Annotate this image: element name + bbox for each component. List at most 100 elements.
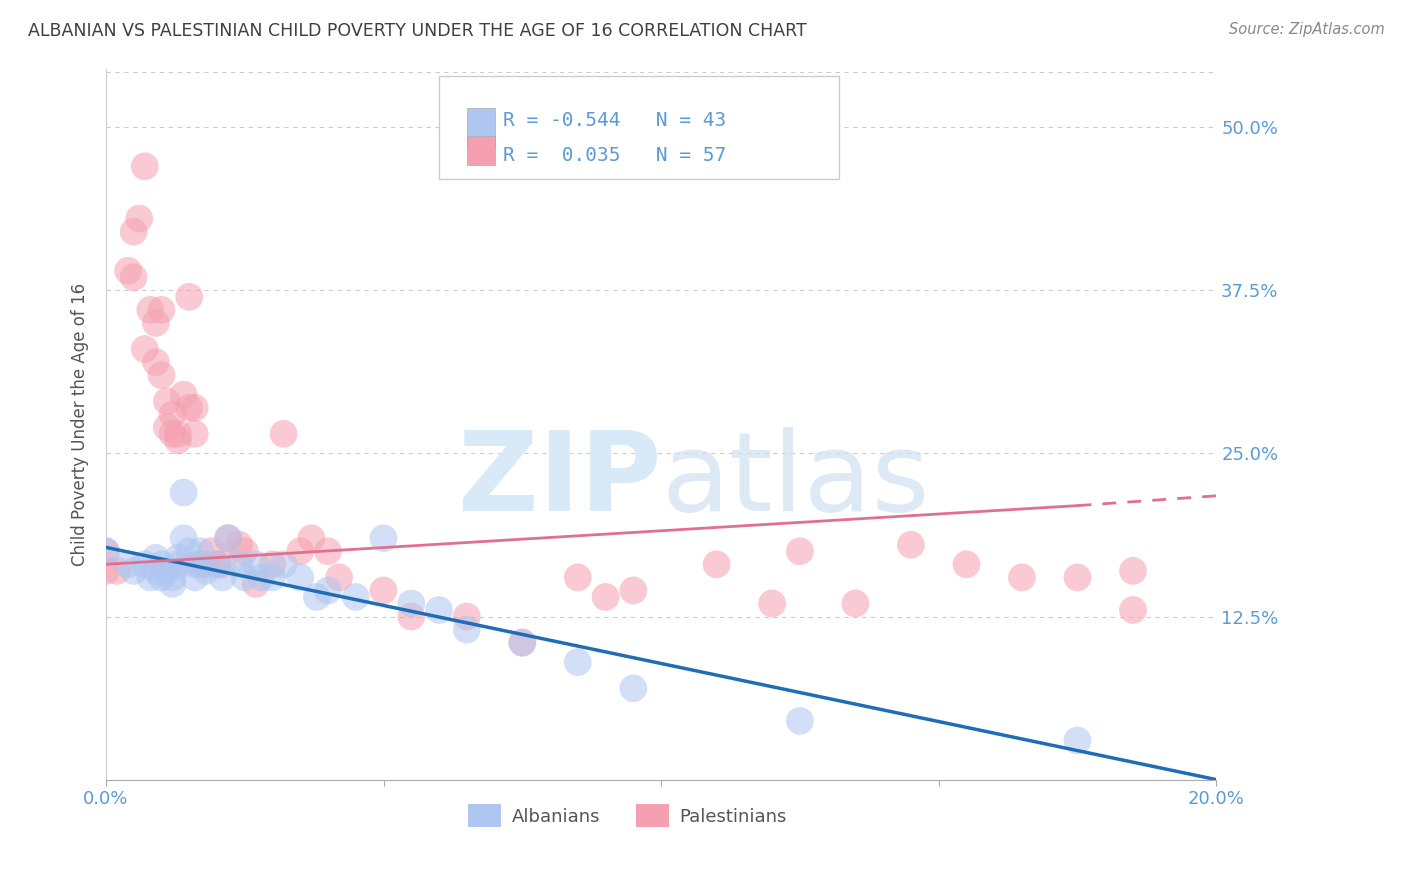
Point (117, 264, 139, 278)
Point (150, 368, 173, 383)
Point (94, 564, 117, 578)
Point (200, 544, 222, 558)
Point (344, 590, 367, 604)
Point (167, 434, 190, 448)
Point (94, 544, 117, 558)
Point (233, 570, 256, 584)
Point (184, 426, 207, 441)
Point (510, 635, 533, 649)
Point (134, 558, 156, 572)
FancyBboxPatch shape (467, 108, 495, 147)
Point (94, 544, 117, 558)
Point (273, 558, 295, 572)
Point (299, 531, 322, 545)
Point (761, 597, 783, 611)
Point (145, 316, 167, 330)
Point (217, 531, 239, 545)
Point (117, 558, 139, 572)
Point (217, 531, 239, 545)
Point (179, 544, 201, 558)
Point (139, 570, 162, 584)
Point (105, 564, 128, 578)
Point (134, 160, 156, 174)
Point (290, 544, 312, 558)
Point (228, 558, 250, 572)
Point (844, 597, 866, 611)
Point (262, 558, 284, 572)
Text: ZIP: ZIP (458, 427, 661, 534)
Point (567, 570, 589, 584)
Point (1122, 564, 1144, 578)
Point (262, 570, 284, 584)
Point (167, 426, 190, 441)
Point (233, 544, 256, 558)
Point (273, 426, 295, 441)
Point (122, 225, 145, 239)
Point (162, 577, 184, 591)
Point (621, 681, 644, 696)
Point (194, 558, 217, 572)
Point (250, 570, 273, 584)
Point (245, 558, 267, 572)
Point (162, 570, 184, 584)
Point (1066, 570, 1088, 584)
Point (162, 407, 184, 421)
Point (305, 590, 328, 604)
Point (205, 558, 228, 572)
Point (290, 570, 312, 584)
Point (401, 597, 423, 611)
Point (955, 558, 977, 572)
Text: R =  0.035   N = 57: R = 0.035 N = 57 (503, 145, 727, 165)
Text: Source: ZipAtlas.com: Source: ZipAtlas.com (1229, 22, 1385, 37)
Point (134, 342, 156, 356)
Point (211, 570, 233, 584)
Point (427, 603, 450, 617)
Point (621, 583, 644, 598)
Point (401, 609, 423, 624)
Point (789, 714, 811, 728)
Point (139, 302, 162, 317)
Point (456, 609, 478, 624)
Point (184, 401, 207, 415)
Point (150, 558, 173, 572)
Point (789, 544, 811, 558)
Point (205, 558, 228, 572)
Point (122, 270, 145, 285)
Point (900, 538, 922, 552)
Point (173, 387, 195, 401)
Point (245, 577, 267, 591)
Point (156, 564, 179, 578)
Point (156, 394, 179, 409)
FancyBboxPatch shape (439, 76, 839, 178)
Point (194, 564, 217, 578)
Point (373, 531, 395, 545)
Point (595, 590, 617, 604)
Point (128, 211, 150, 226)
Point (188, 544, 211, 558)
Point (145, 550, 167, 565)
Point (456, 623, 478, 637)
Point (706, 558, 728, 572)
Point (184, 570, 207, 584)
Point (1011, 570, 1033, 584)
Legend: Albanians, Palestinians: Albanians, Palestinians (461, 797, 794, 835)
Point (162, 426, 184, 441)
FancyBboxPatch shape (467, 136, 495, 164)
Point (167, 558, 190, 572)
Point (328, 570, 350, 584)
Point (1066, 733, 1088, 747)
Point (567, 655, 589, 669)
Point (316, 544, 339, 558)
Y-axis label: Child Poverty Under the Age of 16: Child Poverty Under the Age of 16 (72, 283, 89, 566)
Text: atlas: atlas (661, 427, 929, 534)
Point (122, 564, 145, 578)
Point (179, 401, 201, 415)
Point (145, 564, 167, 578)
Point (510, 635, 533, 649)
Point (179, 290, 201, 304)
Text: R = -0.544   N = 43: R = -0.544 N = 43 (503, 111, 727, 130)
Point (373, 583, 395, 598)
Point (184, 558, 207, 572)
Point (1122, 603, 1144, 617)
Point (228, 538, 250, 552)
